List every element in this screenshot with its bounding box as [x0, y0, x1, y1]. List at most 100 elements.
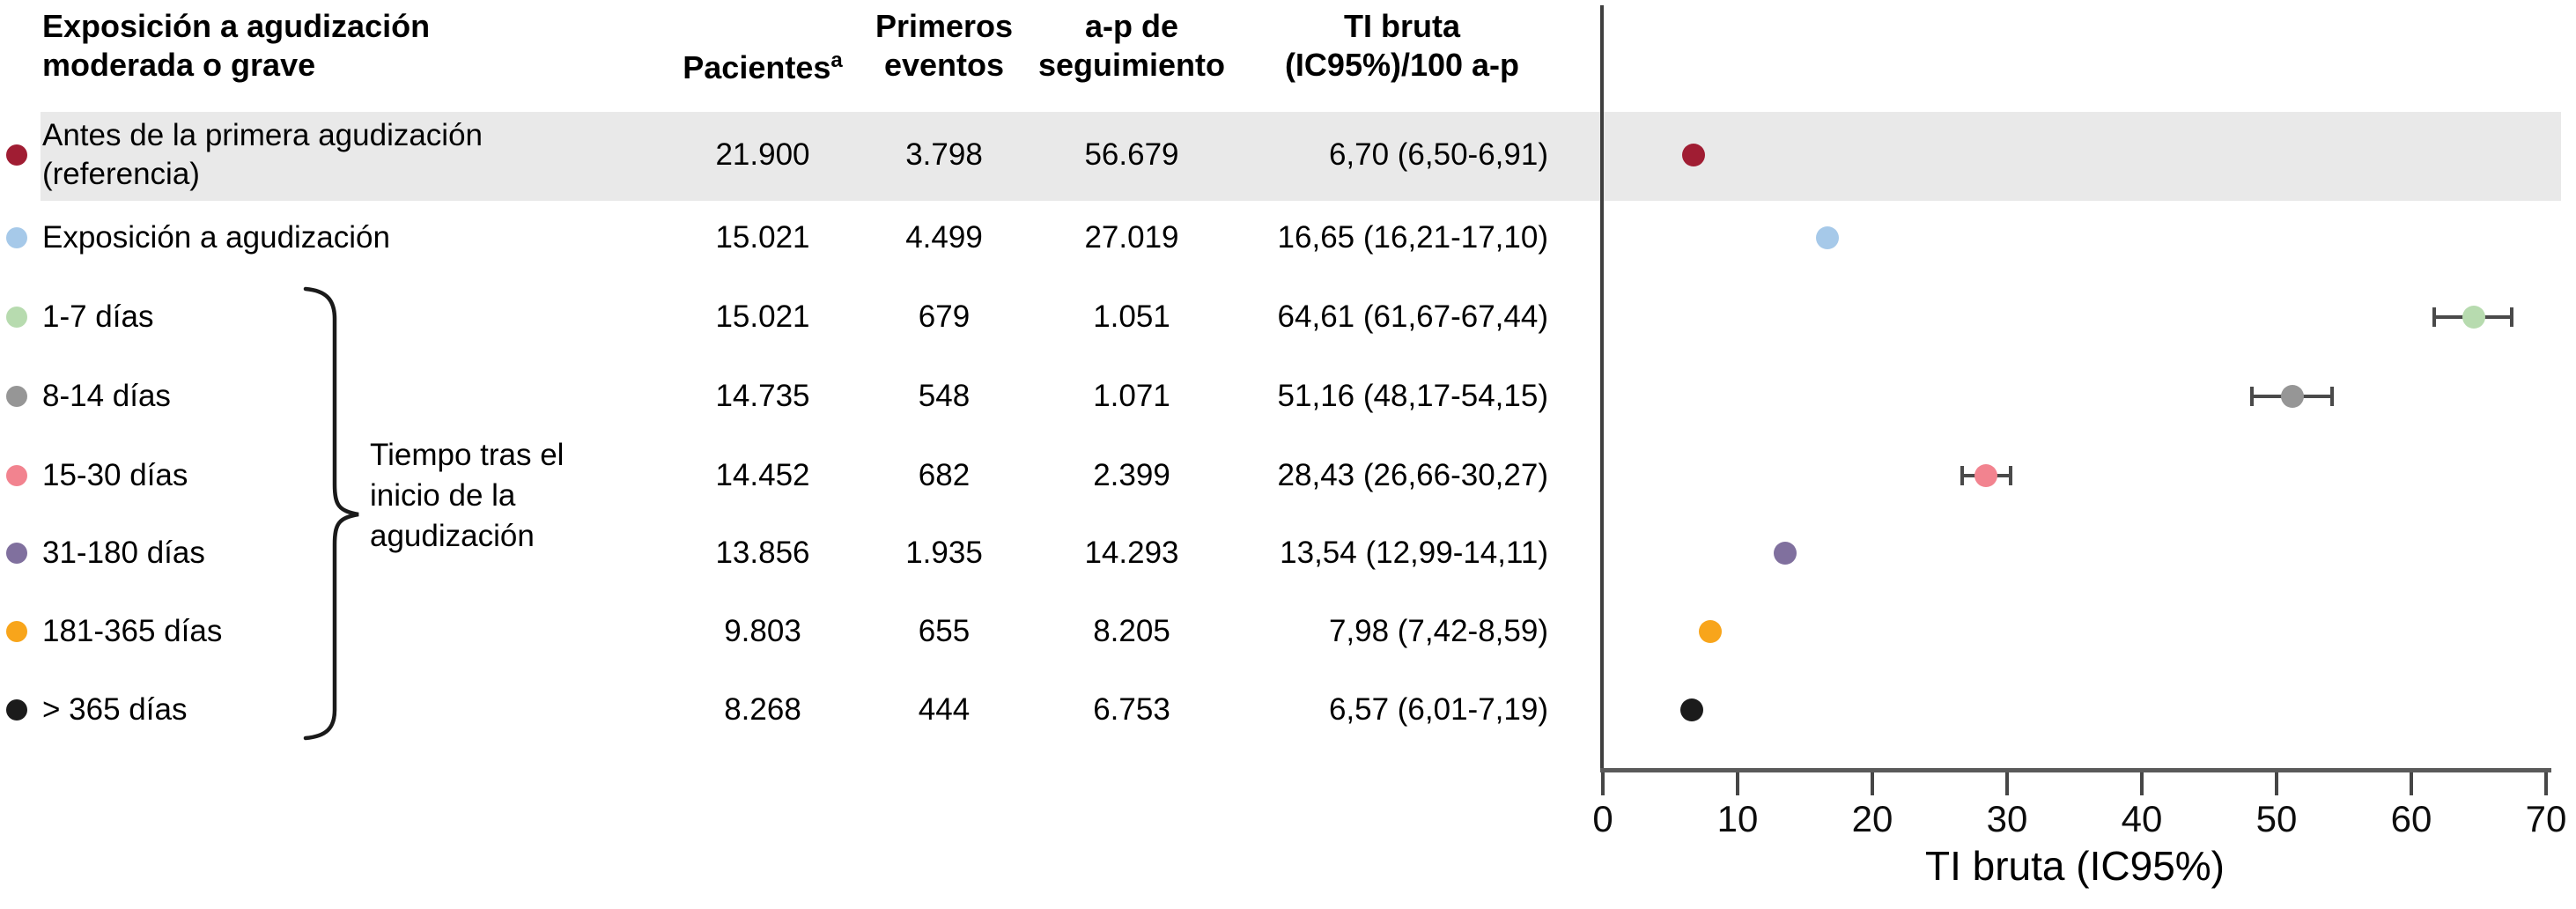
row-ti-bruta-value: 16,65 (16,21-17,10) — [1277, 220, 1548, 255]
row-color-dot-icon — [6, 227, 27, 248]
row-eventos-value: 679 — [918, 299, 971, 334]
x-axis-tick — [2005, 772, 2009, 795]
row-color-dot-icon — [6, 307, 27, 328]
x-axis-tick-label: 10 — [1716, 798, 1759, 839]
row-eventos-value: 1.935 — [905, 536, 983, 570]
row-ti-bruta-value: 64,61 (61,67-67,44) — [1277, 299, 1548, 334]
row-seguimiento-value: 8.205 — [1093, 614, 1170, 648]
y-axis-line — [1600, 5, 1604, 770]
row-seguimiento-value: 14.293 — [1084, 536, 1179, 570]
pacientes-column-header: Pacientesa — [631, 48, 895, 87]
table-row: 15-30 días 14.452 682 2.399 28,43 (26,66… — [0, 436, 1576, 515]
eventos-header-line1: Primeros — [875, 8, 1014, 44]
row-seguimiento-value: 2.399 — [1093, 458, 1170, 492]
row-color-dot-icon — [6, 386, 27, 407]
row-pacientes-value: 15.021 — [715, 220, 810, 255]
x-axis-tick — [1871, 772, 1874, 795]
ci-error-bar-cap — [2330, 387, 2335, 406]
exposure-header-line2: moderada o grave — [42, 46, 316, 83]
ti-header-line1: TI bruta — [1344, 8, 1460, 44]
chart-point — [1679, 698, 1703, 721]
row-label: 8-14 días — [42, 378, 171, 413]
time-group-label: Tiempo tras el inicio de la agudización — [370, 435, 564, 558]
row-label: 181-365 días — [42, 613, 223, 648]
row-ti-bruta-value: 28,43 (26,66-30,27) — [1277, 458, 1548, 492]
pacientes-header-footnote-marker: a — [830, 48, 843, 72]
row-label: 1-7 días — [42, 299, 154, 334]
row-seguimiento-value: 6.753 — [1093, 692, 1170, 727]
ci-error-bar-cap — [2432, 307, 2436, 327]
row-ti-bruta-value: 6,57 (6,01-7,19) — [1328, 692, 1548, 727]
row-eventos-value: 3.798 — [905, 137, 983, 172]
x-axis-tick — [1736, 772, 1739, 795]
chart-point — [1815, 226, 1839, 249]
x-axis-tick-label: 60 — [2390, 798, 2432, 839]
x-axis-tick-label: 30 — [1986, 798, 2028, 839]
row-seguimiento-value: 27.019 — [1084, 220, 1179, 255]
row-ti-bruta-value: 13,54 (12,99-14,11) — [1280, 536, 1548, 570]
row-label: Exposición a agudización — [42, 219, 390, 255]
primeros-eventos-column-header: Primeros eventos — [812, 7, 1076, 85]
x-axis-tick — [2410, 772, 2413, 795]
time-group-label-line3: agudización — [370, 519, 535, 554]
x-axis-tick — [2544, 772, 2548, 795]
ci-error-bar-cap — [2250, 387, 2254, 406]
x-axis-title: TI bruta (IC95%) — [1925, 843, 2225, 889]
table-row: 31-180 días 13.856 1.935 14.293 13,54 (1… — [0, 514, 1576, 593]
table-row: Antes de la primera agudización (referen… — [0, 115, 1576, 195]
row-pacientes-value: 15.021 — [715, 299, 810, 334]
row-label: > 365 días — [42, 691, 188, 727]
pacientes-header-text: Pacientes — [683, 49, 831, 85]
chart-point — [1681, 144, 1705, 166]
row-pacientes-value: 8.268 — [724, 692, 801, 727]
table-row: 181-365 días 9.803 655 8.205 7,98 (7,42-… — [0, 592, 1576, 671]
row-color-dot-icon — [6, 621, 27, 642]
row-ti-bruta-value: 6,70 (6,50-6,91) — [1328, 137, 1548, 172]
row-label: 31-180 días — [42, 535, 205, 570]
exposure-header-line1: Exposición a agudización — [42, 8, 431, 44]
row-pacientes-value: 13.856 — [715, 536, 810, 570]
chart-point — [1974, 464, 1997, 487]
ap-header-line1: a-p de — [1084, 8, 1178, 44]
row-pacientes-value: 14.735 — [715, 379, 810, 413]
table-row: > 365 días 8.268 444 6.753 6,57 (6,01-7,… — [0, 670, 1576, 750]
row-color-dot-icon — [6, 465, 27, 486]
row-ti-bruta-value: 51,16 (48,17-54,15) — [1277, 379, 1548, 413]
x-axis-line — [1600, 768, 2551, 772]
x-axis-tick — [1601, 772, 1605, 795]
time-group-brace — [303, 286, 359, 741]
x-axis-tick-label: 40 — [2121, 798, 2163, 839]
time-group-label-line1: Tiempo tras el — [370, 438, 565, 472]
x-axis-tick — [2275, 772, 2278, 795]
reference-row-band — [41, 112, 2561, 201]
table-row: 8-14 días 14.735 548 1.071 51,16 (48,17-… — [0, 357, 1576, 436]
row-pacientes-value: 21.900 — [715, 137, 810, 172]
row-seguimiento-value: 1.051 — [1093, 299, 1170, 334]
time-group-label-line2: inicio de la — [370, 478, 516, 514]
row-color-dot-icon — [6, 699, 27, 721]
row-seguimiento-value: 56.679 — [1084, 137, 1179, 172]
row-label: 15-30 días — [42, 457, 188, 492]
chart-point — [1699, 620, 1723, 643]
chart-point — [1774, 542, 1797, 565]
row-ti-bruta-value: 7,98 (7,42-8,59) — [1328, 614, 1548, 648]
row-eventos-value: 682 — [918, 458, 971, 492]
row-pacientes-value: 9.803 — [724, 614, 801, 648]
row-label: Antes de la primera agudización (referen… — [42, 117, 483, 191]
row-eventos-value: 655 — [918, 614, 971, 648]
exposure-column-header: Exposición a agudización moderada o grav… — [42, 7, 571, 85]
x-axis-tick-label: 0 — [1592, 798, 1613, 839]
row-color-dot-icon — [6, 543, 27, 564]
ci-error-bar-cap — [2509, 307, 2513, 327]
ci-error-bar-cap — [1960, 466, 1964, 485]
row-pacientes-value: 14.452 — [715, 458, 810, 492]
table-row: Exposición a agudización 15.021 4.499 27… — [0, 198, 1576, 277]
row-eventos-value: 548 — [918, 379, 971, 413]
x-axis-tick-label: 50 — [2255, 798, 2298, 839]
eventos-header-line2: eventos — [883, 46, 1005, 83]
table-row: 1-7 días 15.021 679 1.051 64,61 (61,67-6… — [0, 277, 1576, 357]
chart-point — [2462, 306, 2485, 329]
ci-error-bar-cap — [2009, 466, 2013, 485]
chart-point — [2280, 385, 2304, 408]
